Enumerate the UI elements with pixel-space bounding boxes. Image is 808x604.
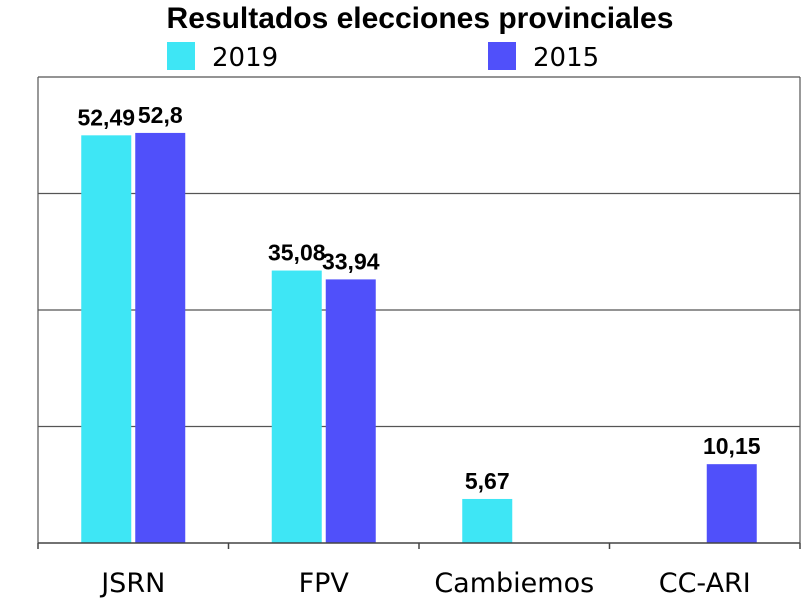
- bar-fpv-2019: [271, 270, 322, 543]
- category-label: CC-ARI: [659, 568, 751, 599]
- data-label: 33,94: [322, 248, 380, 274]
- category-label: JSRN: [99, 568, 165, 599]
- category-label: Cambiemos: [434, 568, 594, 599]
- data-label: 35,08: [268, 240, 326, 266]
- data-label: 52,8: [138, 102, 183, 128]
- category-label: FPV: [299, 568, 350, 599]
- bar-jsrn-2019: [81, 135, 132, 543]
- x-axis: [37, 542, 801, 549]
- bar-fpv-2015: [325, 279, 376, 543]
- chart-title: Resultados elecciones provinciales: [167, 2, 674, 35]
- legend: 2019 2015: [167, 42, 599, 73]
- legend-swatch-2015: [488, 42, 516, 70]
- bar-cc-ari-2015: [706, 464, 757, 543]
- bar-jsrn-2015: [135, 132, 186, 544]
- data-label: 52,49: [77, 104, 135, 130]
- bars: [81, 132, 757, 544]
- legend-label-2015: 2015: [533, 43, 599, 73]
- category-labels: JSRN FPV Cambiemos CC-ARI: [99, 568, 751, 599]
- data-label: 5,67: [465, 468, 510, 494]
- bar-cambiemos-2019: [462, 498, 513, 543]
- legend-swatch-2019: [167, 42, 195, 70]
- data-label: 10,15: [703, 433, 761, 459]
- legend-label-2019: 2019: [212, 43, 278, 73]
